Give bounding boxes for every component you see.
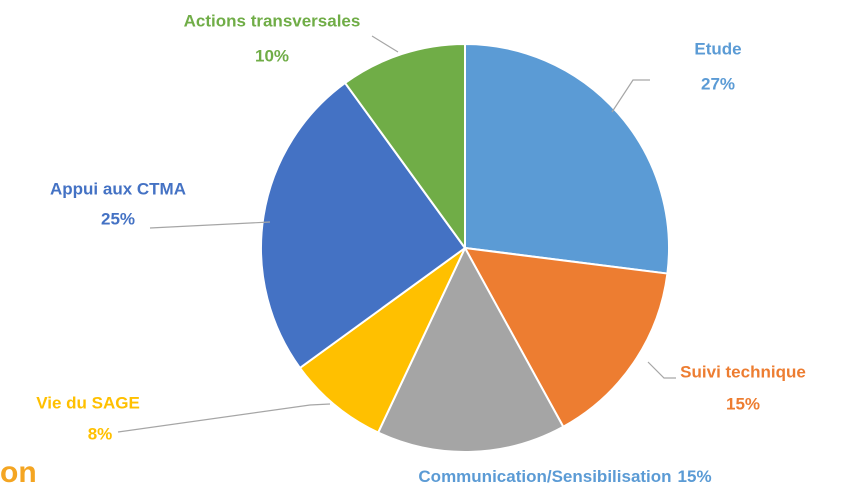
- cropped-text: on: [0, 456, 37, 488]
- value-label: 25%: [101, 209, 135, 228]
- pie-slice: [260, 81, 467, 370]
- data-label: Communication/Sensibilisation 15%: [418, 467, 711, 486]
- leader-line: [647, 361, 676, 379]
- leader-line: [611, 79, 650, 113]
- value-label: 10%: [255, 46, 289, 65]
- leader-line: [371, 35, 399, 53]
- pie: [260, 42, 670, 453]
- value-label: 27%: [701, 74, 735, 93]
- category-label: Actions transversales: [184, 11, 361, 30]
- category-label: Suivi technique: [680, 362, 806, 381]
- leader-line: [117, 403, 331, 433]
- value-label: 15%: [726, 394, 760, 413]
- category-label: Communication/Sensibilisation: [418, 467, 671, 486]
- leader-line: [149, 221, 271, 229]
- category-label: Vie du SAGE: [36, 393, 140, 412]
- value-label: 8%: [88, 424, 113, 443]
- value-label: 15%: [678, 467, 712, 486]
- pie-slice: [463, 246, 669, 429]
- pie-slice: [343, 42, 466, 252]
- pie-slice: [298, 247, 466, 434]
- category-label: Etude: [694, 39, 741, 58]
- pie-slice: [464, 42, 670, 275]
- pie-slice: [376, 245, 565, 453]
- category-label: Appui aux CTMA: [50, 179, 186, 198]
